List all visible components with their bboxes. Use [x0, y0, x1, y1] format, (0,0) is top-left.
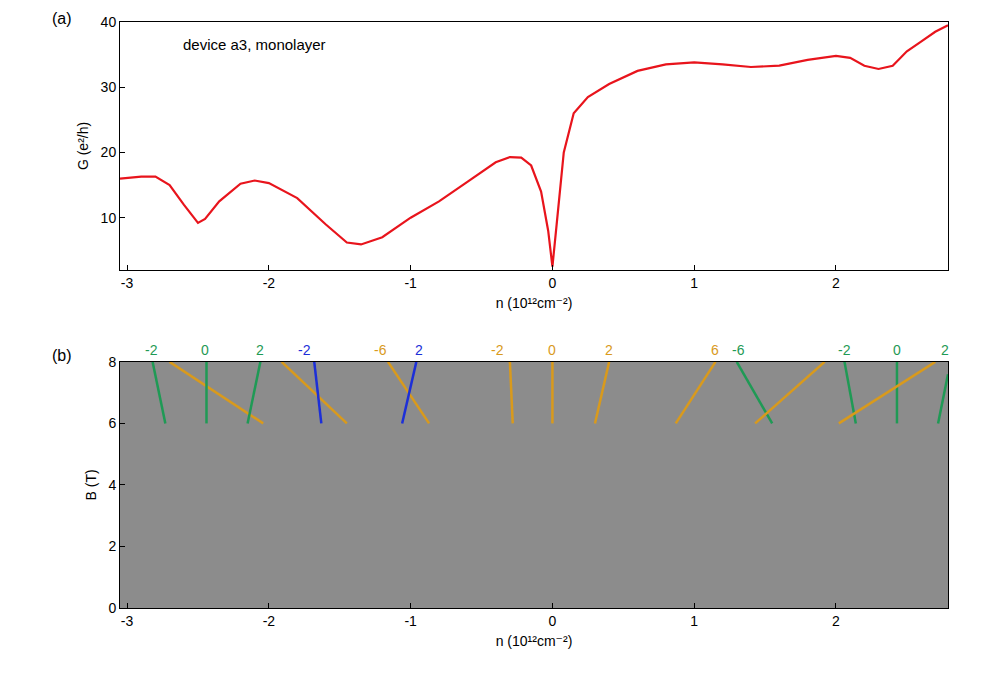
svg-text:2: 2	[605, 342, 613, 358]
svg-text:0: 0	[549, 613, 557, 629]
svg-text:-3: -3	[121, 275, 134, 291]
svg-text:2: 2	[108, 538, 116, 554]
svg-text:0: 0	[108, 600, 116, 616]
svg-text:2: 2	[415, 342, 423, 358]
svg-text:-2: -2	[145, 342, 158, 358]
svg-text:30: 30	[101, 79, 117, 95]
svg-text:-6: -6	[374, 342, 387, 358]
svg-text:8: 8	[108, 354, 116, 370]
svg-text:device a3, monolayer: device a3, monolayer	[183, 36, 326, 53]
svg-text:2: 2	[941, 342, 949, 358]
svg-text:20: 20	[101, 144, 117, 160]
svg-text:-1: -1	[404, 613, 417, 629]
svg-text:-2: -2	[263, 613, 276, 629]
svg-text:-6: -6	[732, 342, 745, 358]
svg-text:10: 10	[101, 210, 117, 226]
svg-text:1: 1	[690, 613, 698, 629]
svg-text:0: 0	[549, 275, 557, 291]
svg-text:6: 6	[108, 415, 116, 431]
svg-text:0: 0	[548, 342, 556, 358]
svg-text:2: 2	[256, 342, 264, 358]
svg-text:-2: -2	[838, 342, 851, 358]
svg-text:-1: -1	[404, 275, 417, 291]
svg-text:n (10¹²cm⁻²): n (10¹²cm⁻²)	[496, 295, 573, 311]
svg-text:2: 2	[832, 613, 840, 629]
svg-text:-2: -2	[491, 342, 504, 358]
svg-text:n (10¹²cm⁻²): n (10¹²cm⁻²)	[496, 633, 573, 649]
svg-text:(a): (a)	[52, 10, 72, 27]
svg-text:40: 40	[101, 14, 117, 30]
svg-text:-2: -2	[298, 342, 311, 358]
svg-text:1: 1	[690, 275, 698, 291]
svg-text:2: 2	[832, 275, 840, 291]
svg-text:6: 6	[711, 342, 719, 358]
svg-text:(b): (b)	[52, 347, 72, 364]
svg-text:0: 0	[893, 342, 901, 358]
svg-text:-2: -2	[263, 275, 276, 291]
svg-text:-3: -3	[121, 613, 134, 629]
svg-text:G (e²/h): G (e²/h)	[75, 122, 91, 170]
svg-text:B (T): B (T)	[83, 469, 99, 500]
svg-text:0: 0	[201, 342, 209, 358]
svg-text:4: 4	[108, 477, 116, 493]
